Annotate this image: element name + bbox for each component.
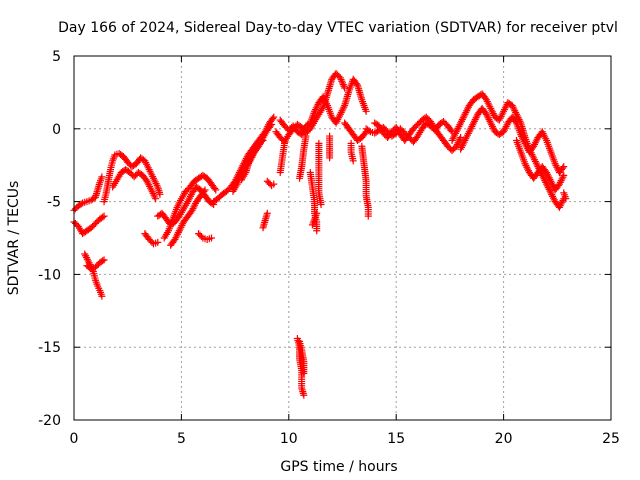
data-point-marker [263, 209, 271, 217]
chart-title: Day 166 of 2024, Sidereal Day-to-day VTE… [58, 20, 618, 36]
data-point-marker [276, 168, 284, 176]
data-point-marker [317, 201, 325, 209]
data-point-marker [364, 212, 372, 220]
data-point-marker [365, 127, 373, 135]
data-point-marker [99, 213, 107, 221]
data-point-marker [313, 209, 321, 217]
data-point-marker [339, 81, 347, 89]
y-tick-label: -10 [38, 267, 61, 283]
plot-frame [73, 55, 612, 421]
data-point-marker [100, 212, 108, 220]
x-tick-label: 15 [387, 431, 405, 447]
y-tick-label: -15 [38, 340, 61, 356]
data-point-marker [326, 154, 334, 162]
data-point-marker [154, 238, 162, 246]
data-point-marker [362, 107, 370, 115]
data-point-marker [259, 136, 267, 144]
data-point-marker [560, 171, 568, 179]
data-point-marker [201, 186, 209, 194]
x-tick-label: 5 [177, 431, 186, 447]
data-point-marker [269, 115, 277, 123]
data-point-marker [559, 164, 567, 172]
data-point-marker [338, 77, 346, 85]
data-point-marker [207, 234, 215, 242]
data-point-marker [337, 76, 345, 84]
y-tick-label: -5 [47, 195, 61, 211]
data-points [70, 69, 570, 399]
data-point-marker [98, 292, 106, 300]
data-point-marker [100, 256, 108, 264]
data-point-marker [560, 163, 568, 171]
data-point-marker [77, 200, 85, 208]
x-axis-label: GPS time / hours [280, 459, 397, 475]
y-tick-label: 0 [52, 122, 61, 138]
data-point-marker [99, 257, 107, 265]
y-axis-label: SDTVAR / TECUs [6, 181, 22, 296]
data-point-marker [270, 180, 278, 188]
data-point-marker [349, 157, 357, 165]
data-point-marker [562, 195, 570, 203]
data-point-marker [152, 195, 160, 203]
data-point-marker [341, 84, 349, 92]
data-point-marker [200, 187, 208, 195]
data-point-marker [340, 82, 348, 90]
y-tick-label: 5 [52, 49, 61, 65]
data-point-marker [197, 233, 205, 241]
data-point-marker [300, 369, 308, 377]
data-point-marker [212, 186, 220, 194]
data-point-marker [339, 79, 346, 87]
axis-ticks: 0 5 10 15 20 25 -20 -15 -10 -5 0 5 [38, 49, 620, 447]
data-point-marker [447, 126, 455, 134]
data-point-marker [267, 122, 275, 130]
data-point-marker [270, 113, 278, 121]
x-tick-label: 20 [495, 431, 513, 447]
data-point-marker [336, 74, 344, 82]
data-point-marker [211, 184, 219, 192]
data-point-marker [300, 391, 308, 399]
x-tick-label: 0 [70, 431, 79, 447]
data-point-marker [352, 80, 360, 88]
data-point-marker [156, 190, 164, 198]
data-point-marker [457, 134, 465, 142]
data-point-marker [313, 227, 321, 235]
x-tick-label: 25 [602, 431, 620, 447]
data-point-marker [268, 120, 276, 128]
data-point-marker [98, 173, 106, 181]
y-tick-label: -20 [38, 413, 61, 429]
data-point-marker [258, 137, 266, 145]
data-point-marker [296, 174, 304, 182]
x-tick-label: 10 [280, 431, 298, 447]
